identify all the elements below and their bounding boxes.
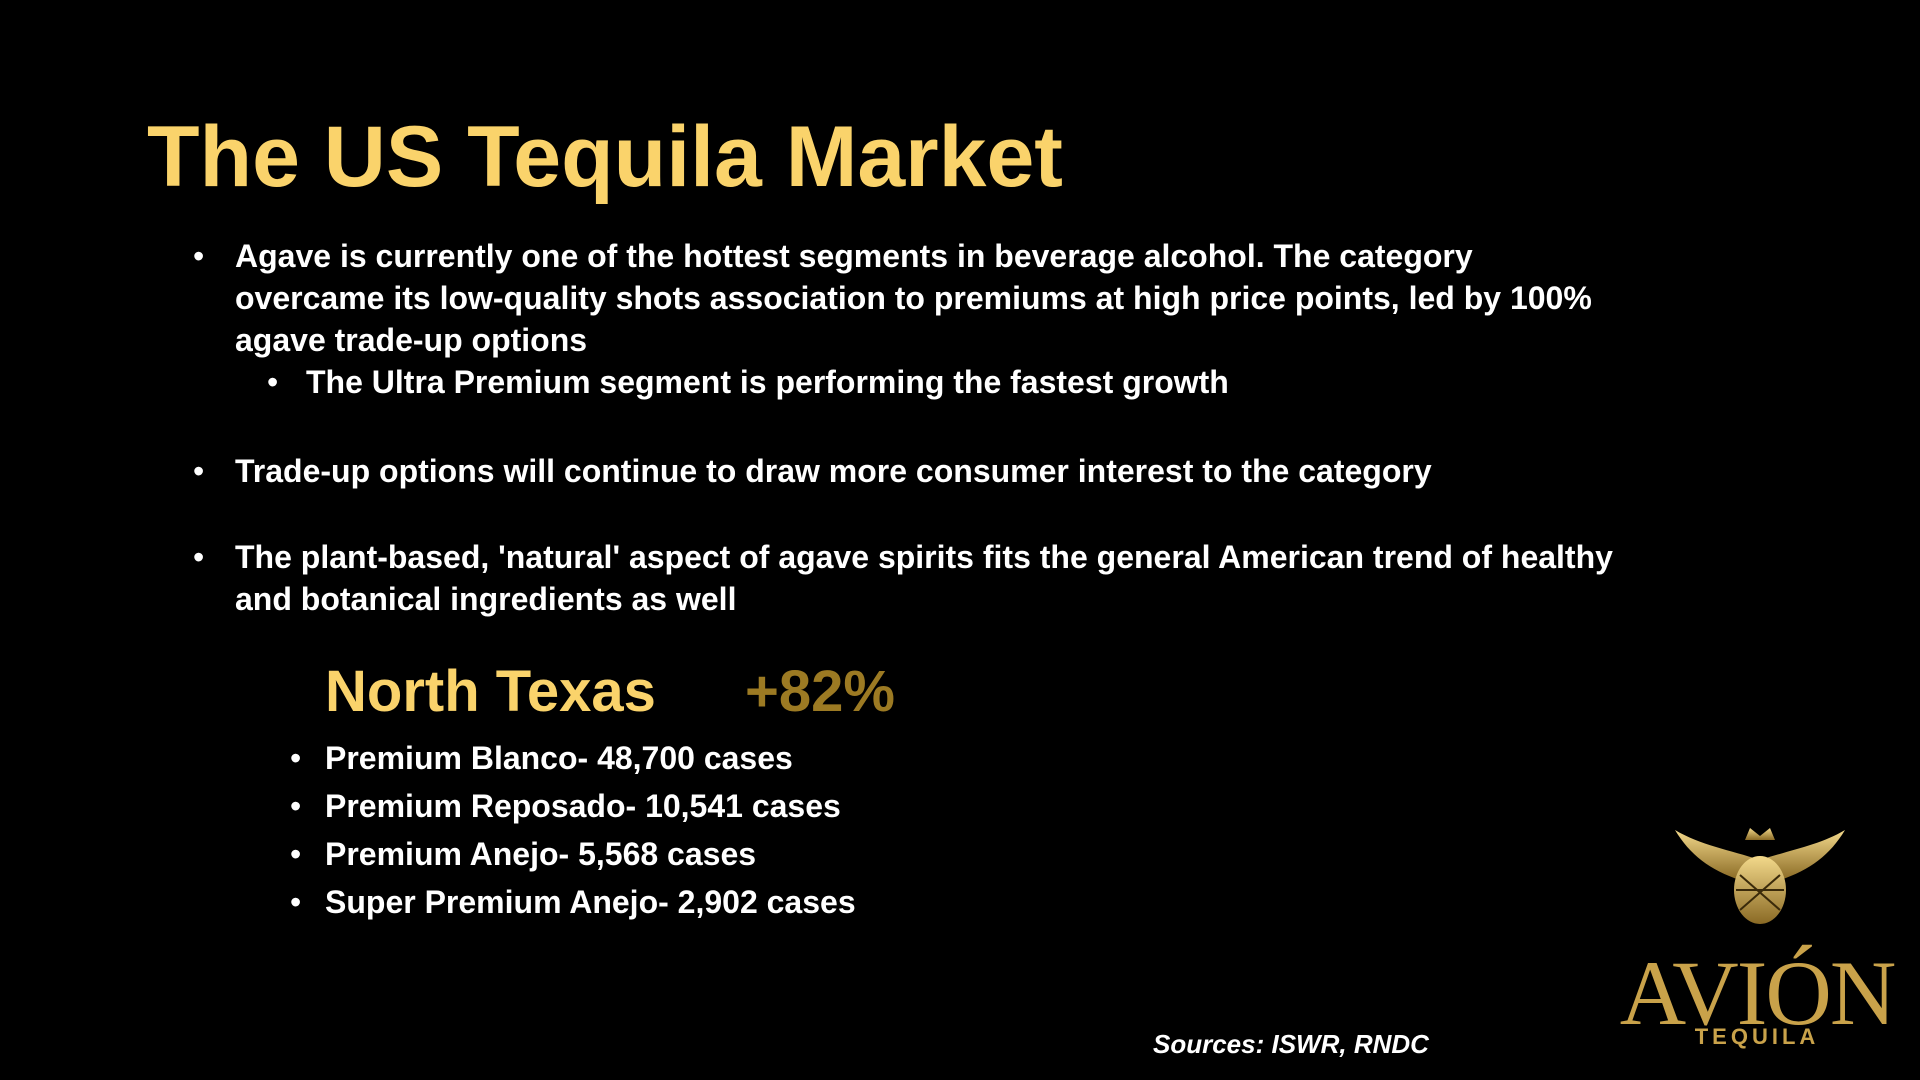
sources: Sources: ISWR, RNDC [1153,1029,1429,1059]
bullet: • The plant-based, 'natural' aspect of a… [193,536,1615,620]
logo-brand: AVIÓN [1619,942,1897,1044]
bullet-text: Trade-up options will continue to draw m… [235,453,1432,489]
bullet-dot: • [193,238,205,274]
slide-title: The US Tequila Market [147,109,1063,205]
list-item: • Premium Reposado- 10,541 cases [290,788,841,825]
item-text: Premium Reposado- 10,541 cases [325,788,841,824]
bullet: • Agave is currently one of the hottest … [193,235,1615,403]
bullet-dot: • [290,836,302,872]
bullet-dot: • [290,884,302,920]
list-item: • Super Premium Anejo- 2,902 cases [290,884,856,921]
region-growth: +82% [745,659,895,724]
sub-bullet: • The Ultra Premium segment is performin… [267,361,1615,403]
bullet-dot: • [290,788,302,824]
item-text: Premium Blanco- 48,700 cases [325,740,793,776]
bullet-text: The plant-based, 'natural' aspect of aga… [235,539,1613,617]
bullet-dot: • [290,740,302,776]
bullet-text: Agave is currently one of the hottest se… [235,238,1592,358]
bullet-dot: • [267,364,279,400]
region-heading: North Texas [325,659,656,724]
bullet-dot: • [193,539,205,575]
logo-tagline: TEQUILA [1694,1024,1820,1049]
list-item: • Premium Blanco- 48,700 cases [290,740,793,777]
sub-bullet-text: The Ultra Premium segment is performing … [306,364,1229,400]
list-item: • Premium Anejo- 5,568 cases [290,836,756,873]
item-text: Premium Anejo- 5,568 cases [325,836,757,872]
bullet: • Trade-up options will continue to draw… [193,450,1615,492]
logo-emblem [1675,828,1845,924]
bullet-dot: • [193,453,205,489]
item-text: Super Premium Anejo- 2,902 cases [325,884,856,920]
